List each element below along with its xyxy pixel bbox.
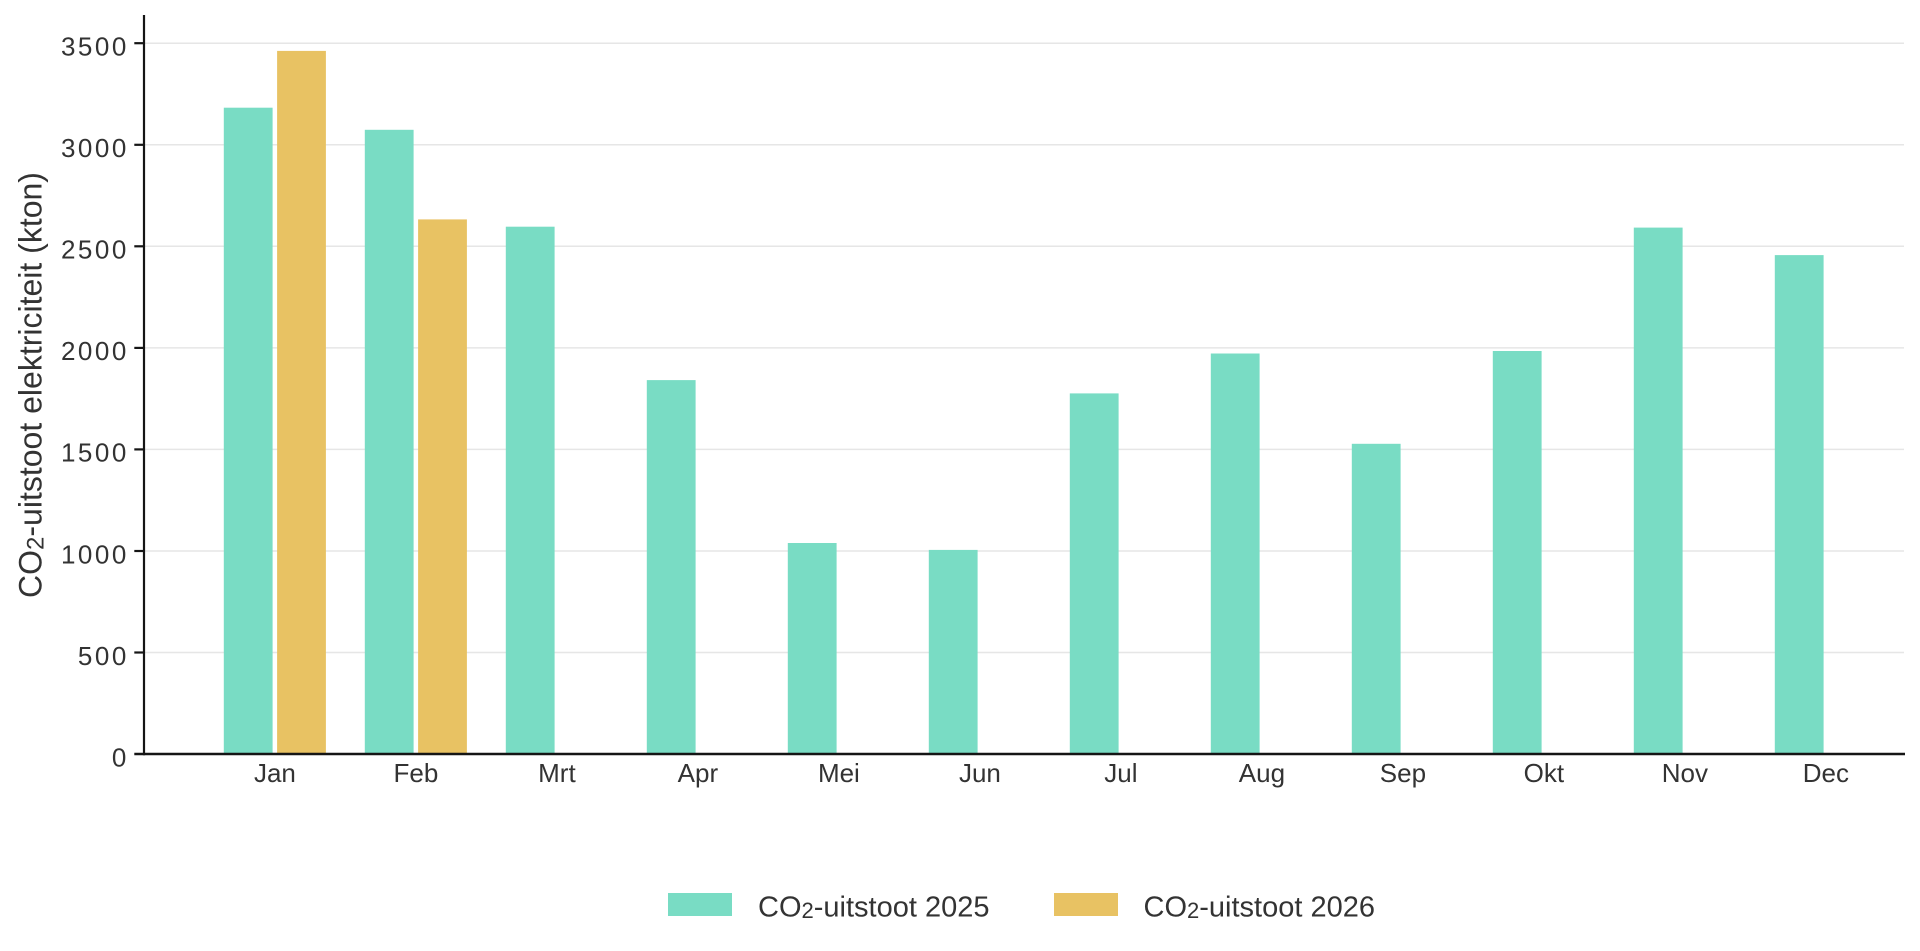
svg-text:Apr: Apr [678, 758, 719, 788]
svg-text:500: 500 [78, 641, 129, 671]
svg-text:Sep: Sep [1380, 758, 1426, 788]
svg-text:1500: 1500 [61, 438, 129, 468]
svg-text:Mei: Mei [818, 758, 860, 788]
svg-text:3500: 3500 [61, 32, 129, 62]
svg-text:2000: 2000 [61, 336, 129, 366]
svg-text:Jul: Jul [1104, 758, 1137, 788]
svg-text:Nov: Nov [1662, 758, 1708, 788]
svg-text:Jan: Jan [254, 758, 296, 788]
svg-text:Dec: Dec [1803, 758, 1849, 788]
svg-text:CO2-uitstoot 2026: CO2-uitstoot 2026 [1144, 892, 1375, 924]
svg-text:Jun: Jun [959, 758, 1001, 788]
svg-text:0: 0 [112, 742, 129, 772]
svg-text:Aug: Aug [1239, 758, 1285, 788]
svg-text:CO2-uitstoot 2025: CO2-uitstoot 2025 [758, 892, 989, 924]
svg-text:Mrt: Mrt [538, 758, 576, 788]
svg-text:3000: 3000 [61, 133, 129, 163]
svg-text:2500: 2500 [61, 235, 129, 265]
svg-text:Feb: Feb [393, 758, 438, 788]
svg-text:1000: 1000 [61, 539, 129, 569]
svg-text:Okt: Okt [1524, 758, 1565, 788]
svg-text:CO2-uitstoot elektriciteit (kt: CO2-uitstoot elektriciteit (kton) [13, 172, 50, 598]
